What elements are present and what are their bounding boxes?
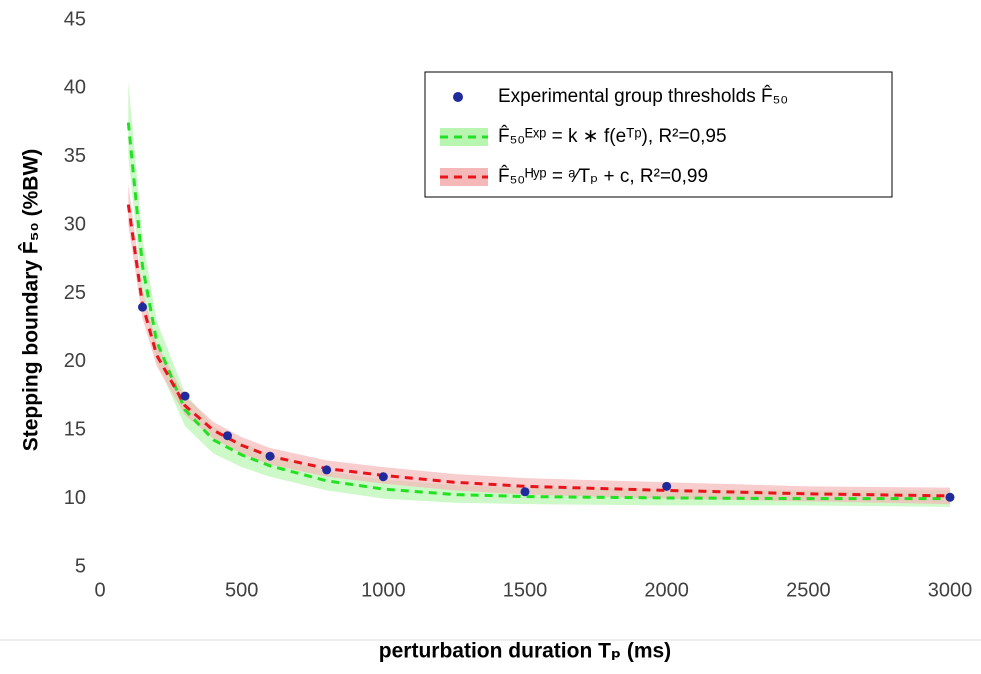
data-point [520,487,530,497]
x-tick-label: 0 [94,579,105,601]
y-tick-label: 20 [64,350,86,372]
legend-label: F̂₅₀ᴱˣᵖ = k ∗ f(eᵀᵖ), R²=0,95 [498,125,727,147]
fit-line [126,204,951,498]
x-tick-label: 2500 [786,579,831,601]
y-tick-label: 5 [75,555,86,577]
y-tick-label: 25 [64,282,86,304]
x-tick-label: 500 [225,579,258,601]
x-tick-label: 1500 [503,579,548,601]
legend-label: F̂₅₀ᴴʸᵖ = ᵃ⁄Tₚ + c, R²=0,99 [498,165,708,187]
data-point [138,302,147,312]
data-point [945,492,955,502]
y-axis-title: Stepping boundary F̂₅₀ (%BW) [18,149,43,452]
legend-marker [453,92,463,102]
legend-box [424,71,893,198]
data-point [223,431,232,441]
x-tick-label: 3000 [928,579,973,601]
y-tick-label: 30 [64,213,86,235]
data-point [265,451,275,461]
x-tick-label: 2000 [644,579,689,601]
legend-label: Experimental group thresholds F̂₅₀ [498,85,788,107]
fit-line [126,122,950,501]
y-tick-label: 45 [64,8,86,30]
data-point [322,465,332,475]
confidence-band [128,184,951,505]
y-tick-label: 10 [64,487,86,509]
y-tick-label: 40 [64,77,86,99]
x-tick-label: 1000 [361,579,406,601]
y-tick-label: 35 [64,145,86,167]
data-point [378,472,388,482]
x-axis-title: perturbation duration Tₚ (ms) [379,640,671,663]
legend-band [440,128,488,146]
y-tick-label: 15 [64,419,86,441]
data-point [662,481,672,491]
legend-band [440,168,488,186]
data-point [180,391,190,401]
